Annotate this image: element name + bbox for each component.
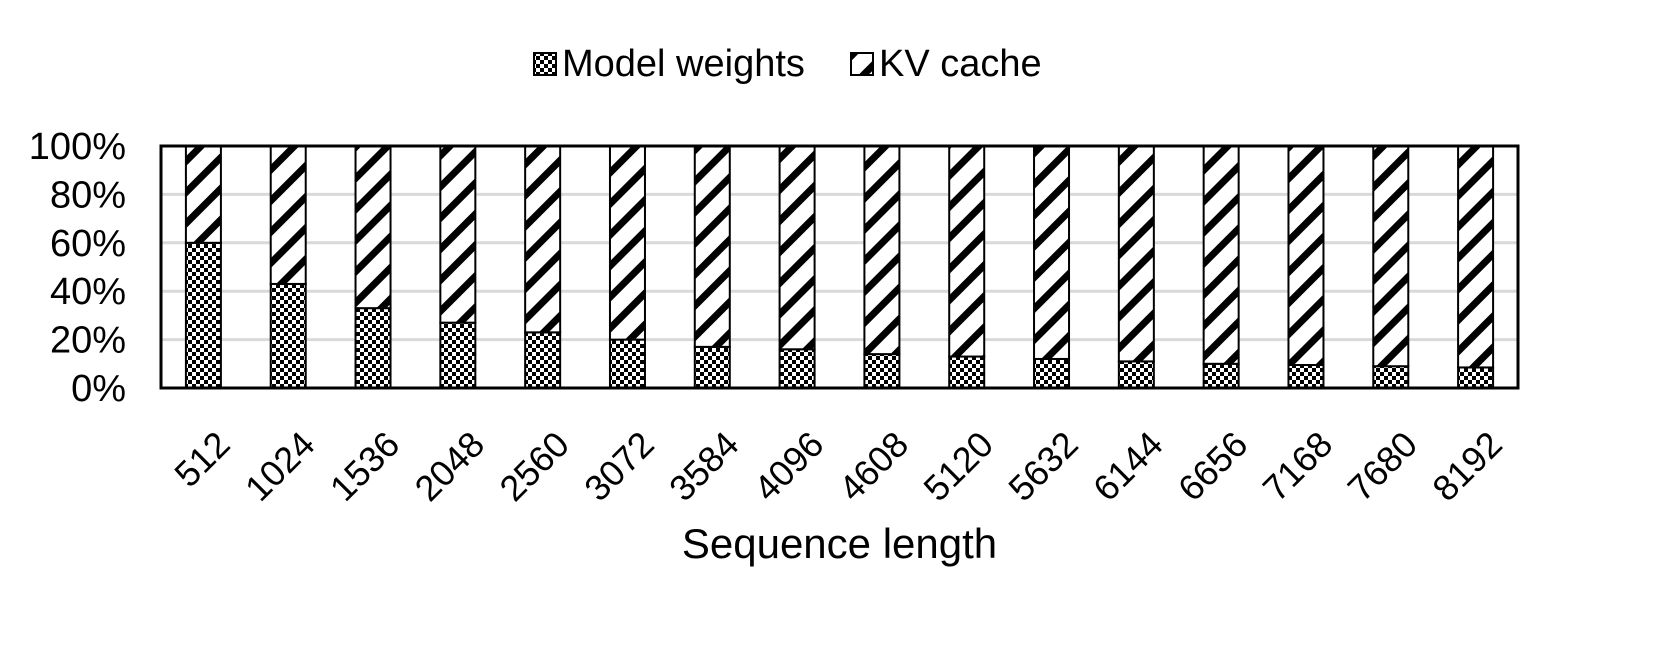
bar-segment-model-weights	[524, 331, 562, 389]
legend-kv-cache: KV cache	[850, 43, 1042, 85]
bars	[184, 145, 1495, 390]
legend-model-weights: Model weights	[533, 43, 805, 85]
bar-segment-model-weights	[439, 321, 477, 389]
y-tick-label: 20%	[50, 320, 126, 362]
plot-frame	[159, 144, 1520, 390]
x-tick-label: 7680	[1339, 423, 1425, 509]
bar-segment-kv-cache	[269, 145, 307, 285]
x-tick-label: 7168	[1255, 423, 1341, 509]
x-tick-label: 8192	[1424, 423, 1510, 509]
bar-segment-model-weights	[1033, 357, 1071, 389]
bar-segment-kv-cache	[1457, 145, 1495, 369]
legend-label: Model weights	[562, 43, 805, 85]
x-tick-label: 3072	[576, 423, 662, 509]
y-tick-label: 80%	[50, 174, 126, 216]
bar-segment-model-weights	[948, 355, 986, 390]
bar-segment-kv-cache	[354, 145, 392, 310]
x-tick-label: 512	[166, 423, 237, 494]
x-tick-label: 4096	[746, 423, 832, 509]
bar-segment-kv-cache	[1117, 145, 1155, 363]
y-tick-label: 60%	[50, 223, 126, 265]
bar-segment-kv-cache	[184, 145, 222, 244]
bar-segment-kv-cache	[524, 145, 562, 334]
x-tick-label: 2560	[491, 423, 577, 509]
bar-segment-model-weights	[1372, 365, 1410, 390]
bar-segment-kv-cache	[778, 145, 816, 351]
legend-swatch	[533, 52, 557, 76]
x-axis: 512 1024 1536 2048 2560 3072 3584 4096 4608 5120 5…	[166, 423, 1510, 509]
bar-segment-model-weights	[269, 282, 307, 389]
bar-segment-kv-cache	[863, 145, 901, 356]
x-tick-label: 5120	[915, 423, 1001, 509]
bar-segment-model-weights	[184, 241, 222, 389]
bar-segment-kv-cache	[1202, 145, 1240, 365]
x-tick-label: 3584	[661, 423, 747, 509]
x-tick-label: 2048	[407, 423, 493, 509]
bar-segment-kv-cache	[608, 145, 646, 341]
bar-segment-kv-cache	[1372, 145, 1410, 368]
bar-segment-kv-cache	[1287, 145, 1325, 367]
x-tick-label: 1536	[322, 423, 408, 509]
bar-segment-model-weights	[778, 348, 816, 389]
x-axis-title: Sequence length	[682, 520, 997, 567]
bar-segment-kv-cache	[948, 145, 986, 358]
bar-segment-model-weights	[1202, 362, 1240, 389]
bar-segment-model-weights	[354, 307, 392, 390]
x-tick-label: 6656	[1170, 423, 1256, 509]
y-axis: 0% 20% 40% 60% 80% 100%	[29, 126, 126, 410]
legend-label: KV cache	[879, 43, 1042, 85]
bar-segment-kv-cache	[1033, 145, 1071, 360]
x-tick-label: 5632	[1000, 423, 1086, 509]
bar-segment-model-weights	[863, 353, 901, 389]
y-tick-label: 0%	[71, 368, 126, 410]
y-tick-label: 40%	[50, 271, 126, 313]
bar-segment-model-weights	[1117, 360, 1155, 390]
plot-border	[159, 144, 1520, 390]
x-tick-label: 1024	[237, 423, 323, 509]
legend-swatch	[850, 52, 874, 76]
x-tick-label: 6144	[1085, 423, 1171, 509]
y-tick-label: 100%	[29, 126, 126, 168]
bar-segment-model-weights	[1287, 364, 1325, 390]
bar-segment-model-weights	[1457, 366, 1495, 389]
x-tick-label: 4608	[831, 423, 917, 509]
bar-segment-model-weights	[693, 345, 731, 389]
bar-segment-kv-cache	[439, 145, 477, 324]
bar-segment-kv-cache	[693, 145, 731, 348]
bar-segment-model-weights	[608, 338, 646, 390]
legend: Model weights KV cache	[533, 43, 1042, 85]
